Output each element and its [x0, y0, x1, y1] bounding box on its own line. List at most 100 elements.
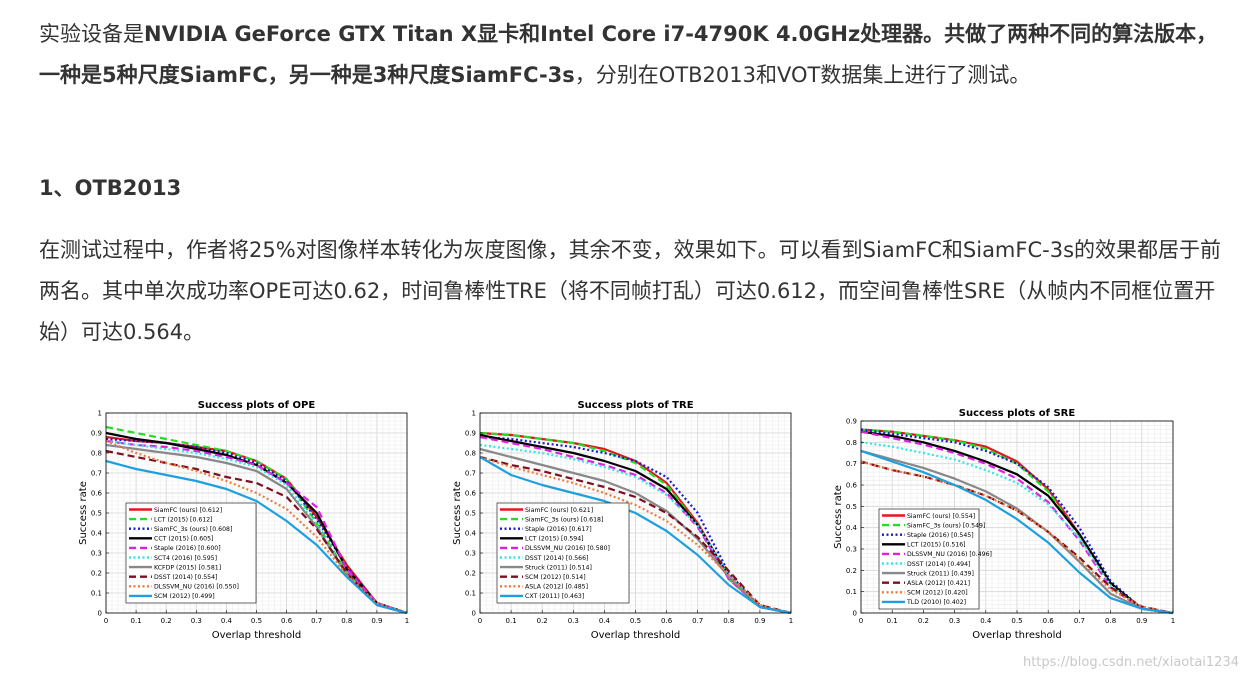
series-line-5	[860, 430, 1174, 615]
y-tick-label: 0.6	[846, 482, 858, 490]
chart-1: 0 0.1 0.2 0.3 0.4 0.5 0.6 0.7 0.8 0.9 1 0 0.1 0.2 0.3 0…	[78, 400, 409, 641]
legend-label: SiamFC (ours) [0.554]	[907, 513, 975, 520]
y-tick-label: 0.4	[846, 524, 858, 532]
series-group	[479, 431, 792, 615]
axes-box	[479, 412, 792, 614]
y-tick-label: 0.7	[846, 460, 857, 468]
x-tick-label: 0.4	[980, 617, 992, 625]
series-line-4	[860, 430, 1174, 615]
y-tick-label: 0.7	[91, 470, 102, 478]
y-tick-label: 1	[472, 410, 476, 418]
x-tick-label: 1	[405, 617, 409, 625]
series-group	[860, 428, 1174, 615]
minor-grid	[479, 412, 792, 614]
series-line-9	[860, 460, 1174, 615]
x-tick-label: 0.3	[568, 617, 579, 625]
x-tick-label: 0.4	[221, 617, 233, 625]
x-tick-label: 0.9	[371, 617, 382, 625]
x-tick-label: 0.3	[191, 617, 202, 625]
y-tick-label: 0.6	[465, 490, 477, 498]
y-tick-label: 0	[98, 610, 102, 618]
legend-label: Staple (2016) [0.600]	[154, 545, 221, 552]
legend-box	[878, 508, 980, 610]
legend-label: CCT (2015) [0.605]	[154, 536, 213, 543]
y-tick-label: 0.3	[91, 550, 102, 558]
y-axis-label: Success rate	[833, 485, 844, 549]
y-tick-label: 0.3	[465, 550, 476, 558]
legend: SiamFC (ours) [0.612] LCT (2015) [0.612] S…	[125, 502, 257, 604]
axes-box	[105, 412, 408, 614]
legend-label: Struck (2011) [0.514]	[525, 564, 592, 571]
intro-text-bold: NVIDIA GeForce GTX Titan X显卡和Intel Core …	[39, 22, 1218, 87]
y-tick-label: 0.4	[465, 530, 477, 538]
tick-labels: 0 0.1 0.2 0.3 0.4 0.5 0.6 0.7 0.8 0.9 1 0 0.1 0.2 0.3 0…	[846, 418, 1175, 626]
chart-title: Success plots of SRE	[959, 408, 1076, 419]
legend-label: DSST (2014) [0.566]	[525, 555, 588, 562]
tick-labels: 0 0.1 0.2 0.3 0.4 0.5 0.6 0.7 0.8 0.9 1 0 0.1 0.2 0.3 0…	[91, 410, 409, 626]
y-tick-label: 0.6	[91, 490, 103, 498]
x-tick-label: 1	[789, 617, 793, 625]
series-line-8	[105, 449, 408, 615]
y-tick-label: 0.8	[91, 450, 102, 458]
legend-label: DSST (2014) [0.554]	[154, 574, 217, 581]
legend-label: SCT4 (2016) [0.595]	[154, 555, 217, 562]
x-tick-label: 0.6	[661, 617, 673, 625]
y-tick-label: 0.4	[91, 530, 103, 538]
legend-label: ASLA (2012) [0.485]	[525, 584, 588, 591]
series-line-7	[860, 449, 1174, 615]
y-tick-label: 0.8	[846, 439, 857, 447]
series-group	[105, 425, 408, 615]
legend-label: SCM (2012) [0.420]	[907, 590, 968, 597]
x-tick-label: 0	[859, 617, 863, 625]
x-tick-label: 0.9	[754, 617, 765, 625]
major-grid	[479, 412, 792, 614]
x-tick-label: 0.2	[161, 617, 172, 625]
series-line-4	[105, 431, 408, 615]
plot-area	[480, 413, 791, 613]
y-axis-label: Success rate	[78, 481, 89, 545]
y-tick-label: 0	[472, 610, 476, 618]
series-line-5	[105, 439, 408, 615]
legend-box	[125, 502, 257, 604]
x-tick-label: 0.5	[251, 617, 262, 625]
legend-label: TLD (2010) [0.402]	[906, 599, 966, 606]
legend-label: LCT (2015) [0.516]	[907, 542, 966, 549]
y-tick-label: 0	[853, 610, 857, 618]
x-tick-label: 0.7	[1074, 617, 1085, 625]
chart-title: Success plots of TRE	[577, 400, 693, 411]
y-tick-label: 0.2	[846, 567, 857, 575]
y-tick-label: 0.3	[846, 546, 857, 554]
series-line-1	[860, 428, 1174, 615]
series-line-3	[860, 428, 1174, 615]
series-line-1	[479, 431, 792, 615]
chart-2: 0 0.1 0.2 0.3 0.4 0.5 0.6 0.7 0.8 0.9 1 0 0.1 0.2 0.3 0…	[452, 400, 793, 641]
chart-title: Success plots of OPE	[198, 400, 316, 411]
series-line-9	[105, 439, 408, 615]
x-tick-label: 0.3	[949, 617, 960, 625]
intro-text-2: ，分别在OTB2013和VOT数据集上进行了测试。	[574, 63, 1031, 87]
y-tick-label: 0.9	[846, 418, 857, 426]
minor-grid	[105, 412, 408, 614]
x-tick-label: 0.7	[311, 617, 322, 625]
legend-label: LCT (2015) [0.594]	[525, 536, 584, 543]
major-grid	[105, 412, 408, 614]
x-tick-label: 0.6	[281, 617, 293, 625]
series-line-7	[479, 447, 792, 615]
legend-label: SCM (2012) [0.514]	[525, 574, 586, 581]
minor-grid	[860, 420, 1174, 614]
series-line-2	[860, 428, 1174, 615]
series-line-10	[860, 449, 1174, 615]
series-line-6	[860, 441, 1174, 615]
legend: SiamFC (ours) [0.621] SiamFC_3s (ours) [0…	[496, 502, 630, 604]
watermark-text: https://blog.csdn.net/xiaotai1234	[1022, 655, 1239, 670]
series-line-3	[105, 437, 408, 615]
x-axis-label: Overlap threshold	[212, 630, 302, 641]
legend-label: Staple (2016) [0.545]	[907, 532, 974, 539]
y-tick-label: 0.1	[465, 590, 476, 598]
legend-label: SiamFC_3s (ours) [0.608]	[154, 526, 232, 533]
legend-label: SiamFC_3s (ours) [0.549]	[907, 522, 985, 529]
article-body: 实验设备是NVIDIA GeForce GTX Titan X显卡和Intel …	[39, 14, 1229, 344]
legend-label: ASLA (2012) [0.421]	[907, 580, 970, 587]
y-tick-label: 0.9	[91, 430, 102, 438]
x-tick-label: 0.1	[887, 617, 898, 625]
